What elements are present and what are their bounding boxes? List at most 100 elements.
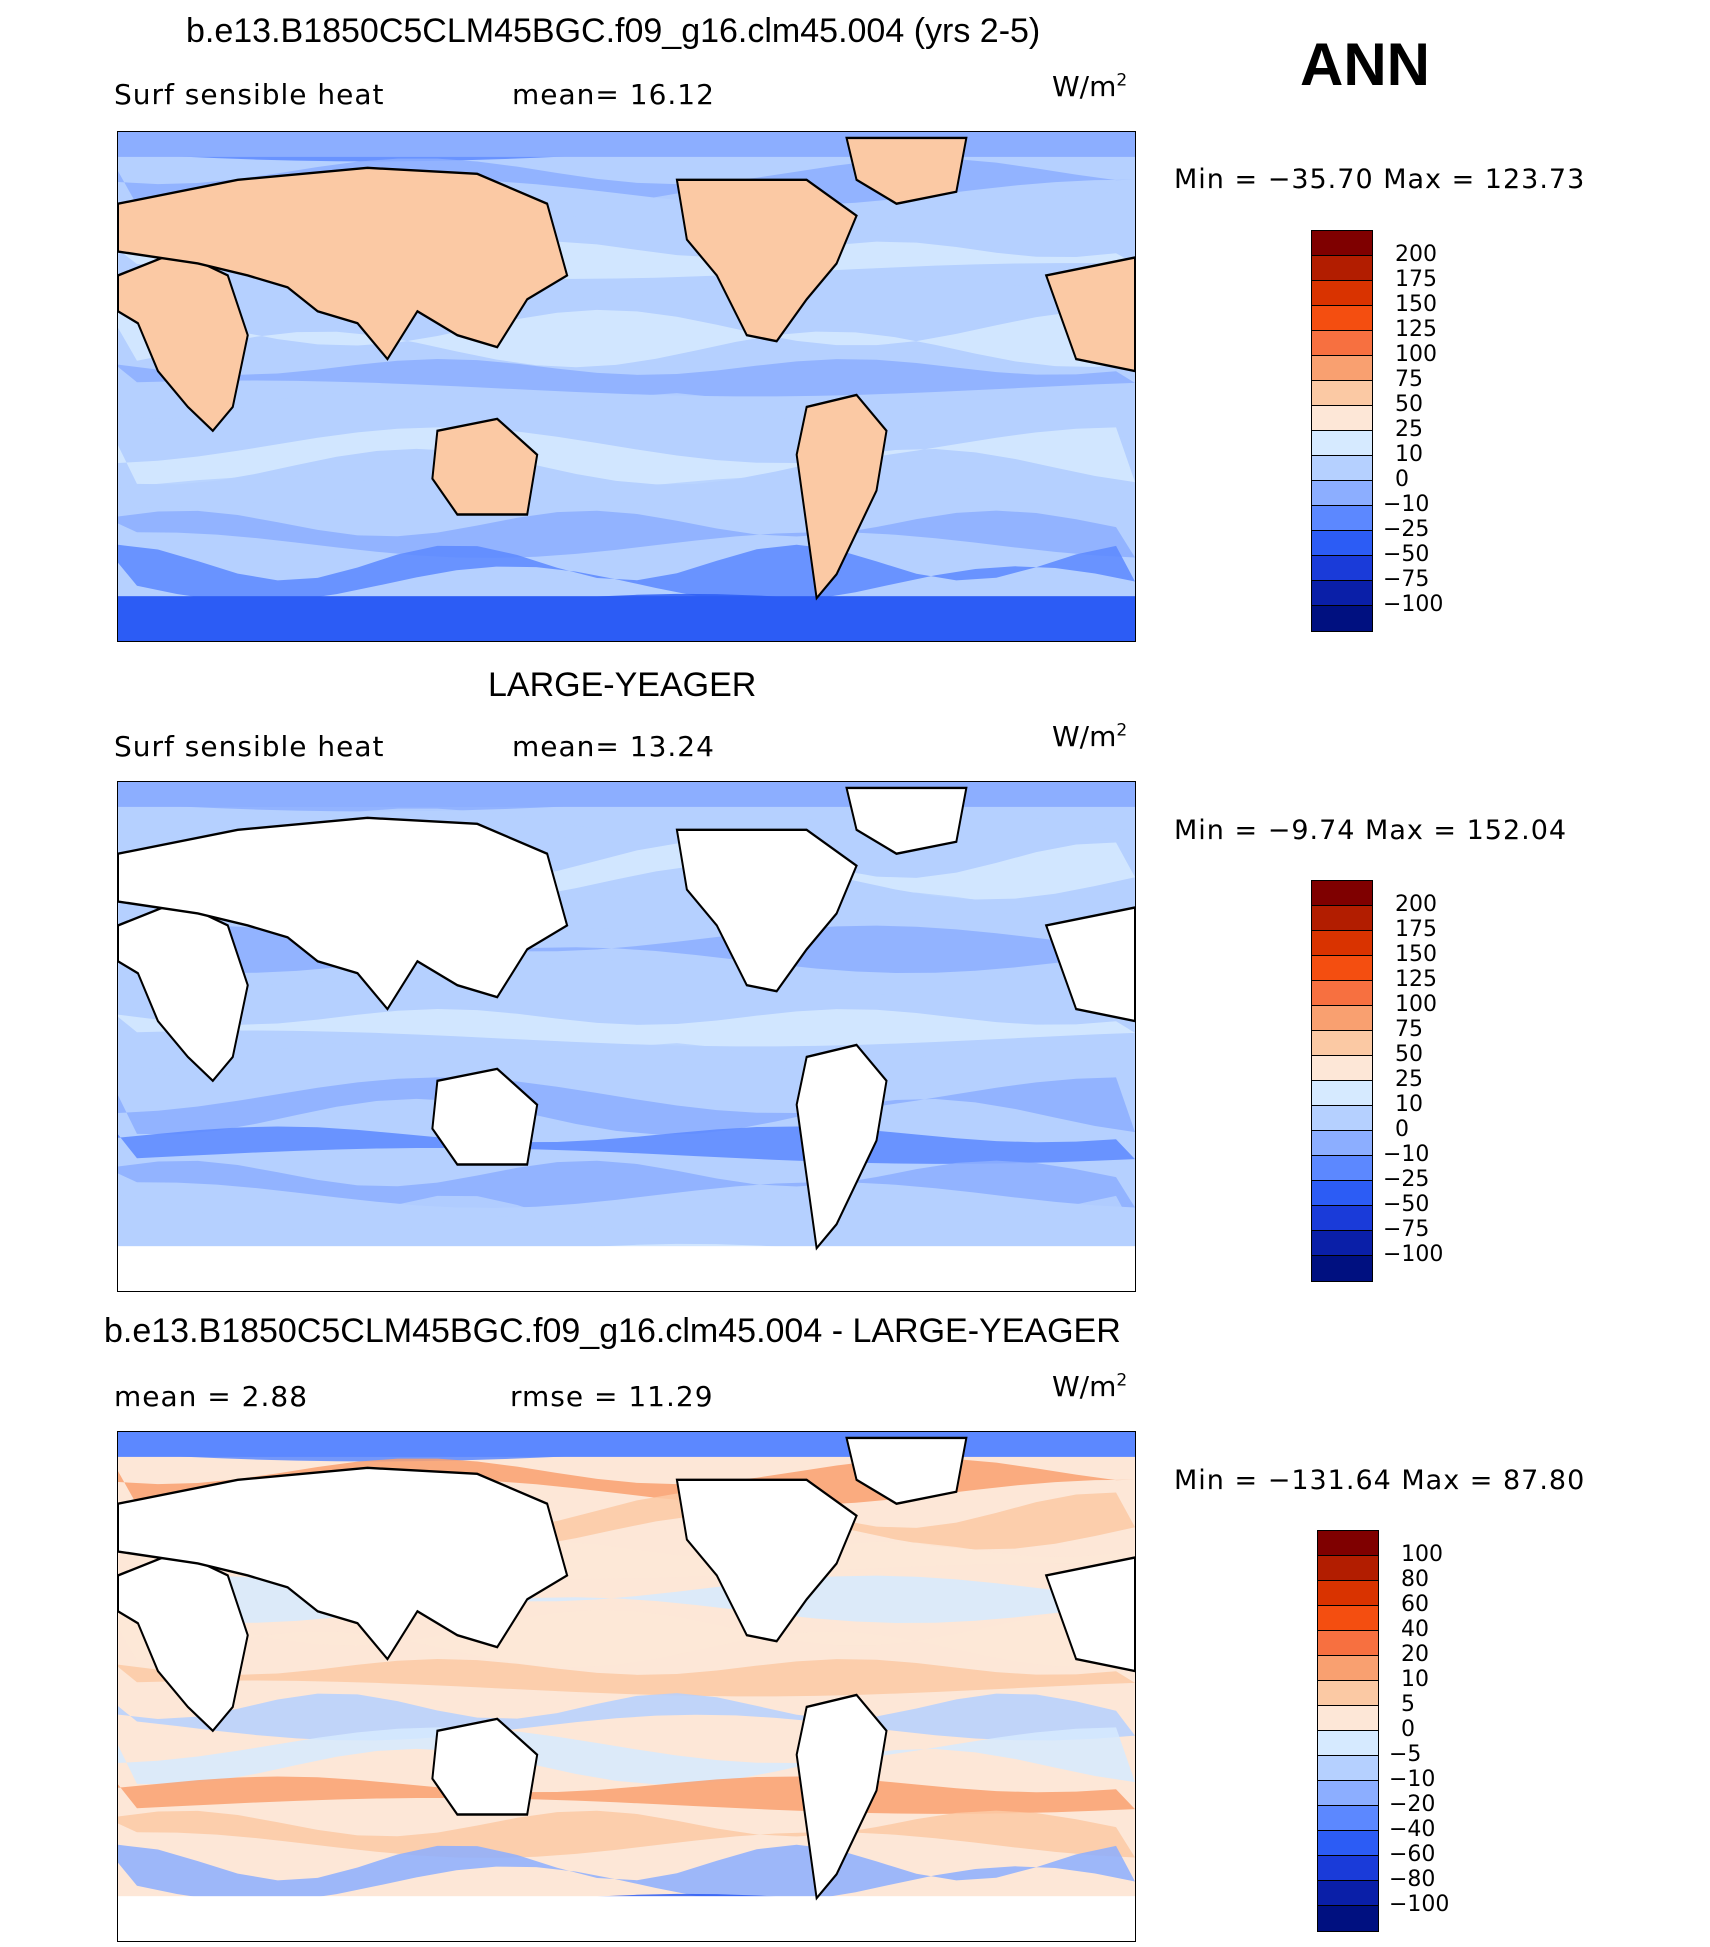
colorbar-swatch [1317,1780,1379,1807]
contour-band [118,1659,1135,1697]
colorbar-tick-label: 200 [1395,892,1437,917]
panel1-variable-label: Surf sensible heat [114,78,385,111]
colorbar-swatch [1311,430,1373,457]
panel2-minmax: Min = −9.74 Max = 152.04 [1174,815,1568,846]
continent-outline [118,1466,569,1661]
colorbar-tick-label: 175 [1395,917,1437,942]
colorbar-swatch [1317,1555,1379,1582]
colorbar-tick-label: −75 [1383,1217,1430,1242]
colorbar-swatch [1311,1030,1373,1057]
colorbar-tick-label: 0 [1395,1117,1409,1142]
colorbar-swatch [1317,1580,1379,1607]
colorbar-tick-label: −5 [1389,1742,1422,1767]
arctic-band [118,782,1135,807]
colorbar-tick-label: −80 [1389,1867,1436,1892]
contour-band [118,1727,1135,1785]
antarctica [118,1246,1135,1291]
colorbar-swatch [1311,255,1373,282]
colorbar-swatch [1317,1855,1379,1882]
colorbar-swatch [1317,1730,1379,1757]
continent-outline [845,136,968,205]
colorbar-swatch [1311,530,1373,557]
panel2-mean-label: mean= 13.24 [512,730,715,763]
contour-band [118,1077,1135,1135]
contour-band [118,510,1135,558]
contour-band [118,359,1135,397]
colorbar-swatch [1311,1230,1373,1257]
panel2-variable-label: Surf sensible heat [114,730,385,763]
panel1-units: W/m2 [1052,70,1128,103]
colorbar-swatch [1311,455,1373,482]
continent-outline [675,178,858,343]
colorbar-swatch [1317,1530,1379,1557]
colorbar-swatch [1317,1705,1379,1732]
colorbar-tick-label: 50 [1395,1042,1423,1067]
colorbar-swatch [1311,1205,1373,1232]
contour-band [118,1009,1135,1047]
panel3-minmax: Min = −131.64 Max = 87.80 [1174,1465,1586,1496]
contour-band [118,1160,1135,1208]
arctic-band [118,132,1135,157]
colorbar-swatch [1311,580,1373,607]
colorbar-swatch [1311,1155,1373,1182]
map-canvas [118,132,1135,641]
colorbar-tick-label: −60 [1389,1842,1436,1867]
colorbar-swatch [1311,905,1373,932]
contour-band [118,959,1135,1018]
colorbar-swatch [1311,880,1373,907]
continent-outline [675,1478,858,1643]
colorbar-swatch [1311,980,1373,1007]
continent-outline [795,393,888,601]
colorbar-swatch [1311,480,1373,507]
colorbar-tick-label: 150 [1395,942,1437,967]
contour-band [118,427,1135,485]
colorbar-tick-label: 0 [1401,1717,1415,1742]
panel2-title: LARGE-YEAGER [488,666,757,704]
panel2-map [117,781,1136,1292]
colorbar-tick-label: 10 [1401,1667,1429,1692]
colorbar-tick-label: −50 [1383,542,1430,567]
colorbar-swatch [1311,1005,1373,1032]
colorbar-swatch [1317,1630,1379,1657]
colorbar-tick-label: −100 [1383,1242,1444,1267]
colorbar-swatch [1317,1680,1379,1707]
colorbar-swatch [1311,1055,1373,1082]
colorbar-swatch [1311,955,1373,982]
continent-outline [795,1043,888,1251]
contour-band [118,1126,1135,1164]
panel2-units: W/m2 [1052,720,1128,753]
colorbar-swatch [1317,1605,1379,1632]
continent-outline [118,166,569,361]
colorbar-swatch [1317,1905,1379,1932]
colorbar-tick-label: −20 [1389,1792,1436,1817]
colorbar-tick-label: 200 [1395,242,1437,267]
continent-outline [1044,1556,1135,1673]
colorbar-tick-label: 10 [1395,1092,1423,1117]
continent-outline [431,417,539,516]
colorbar-swatch [1311,1130,1373,1157]
colorbar-tick-label: −40 [1389,1817,1436,1842]
panel3-rmse-label: rmse = 11.29 [510,1380,714,1413]
panel3-map [117,1431,1136,1942]
continent-outline [845,786,968,855]
panel1-map [117,131,1136,642]
colorbar-tick-label: 175 [1395,267,1437,292]
colorbar-tick-label: 75 [1395,367,1423,392]
colorbar-tick-label: 40 [1401,1617,1429,1642]
colorbar-swatch [1311,230,1373,257]
panel3-mean-label: mean = 2.88 [114,1380,309,1413]
continent-outline [1044,906,1135,1023]
colorbar-tick-label: −25 [1383,1167,1430,1192]
colorbar-swatch [1311,555,1373,582]
continent-outline [795,1693,888,1901]
colorbar-swatch [1317,1830,1379,1857]
continent-outline [675,828,858,993]
colorbar-swatch [1311,1255,1373,1282]
colorbar-swatch [1317,1755,1379,1782]
colorbar-tick-label: 25 [1395,417,1423,442]
map-canvas [118,782,1135,1291]
season-label: ANN [1300,31,1430,98]
colorbar-tick-label: 150 [1395,292,1437,317]
contour-band [118,1609,1135,1668]
colorbar-tick-label: 5 [1401,1692,1415,1717]
